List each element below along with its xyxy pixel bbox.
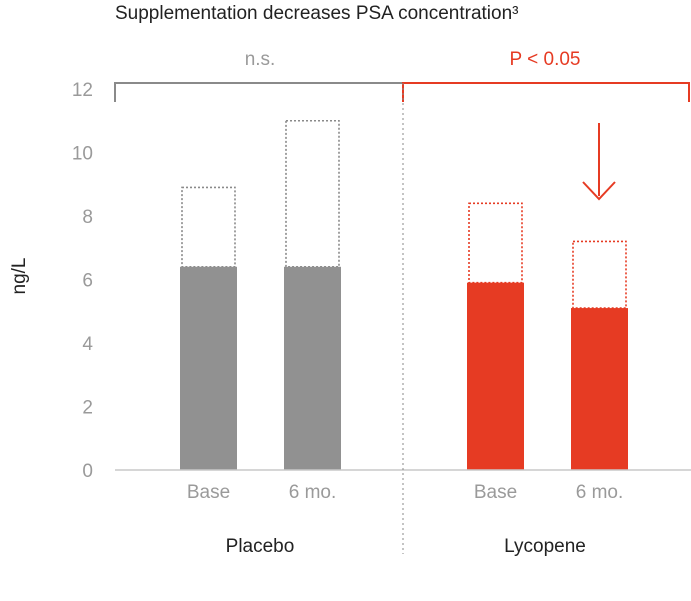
bar	[284, 266, 341, 470]
x-tick-label: 6 mo.	[576, 482, 624, 503]
y-tick-label: 8	[82, 207, 93, 228]
y-tick-label: 12	[72, 80, 93, 101]
bar-range-outline	[181, 186, 236, 268]
group-label: Placebo	[226, 536, 295, 557]
chart-title: Supplementation decreases PSA concentrat…	[115, 3, 518, 24]
bar-range-outline	[468, 202, 523, 284]
bar	[180, 266, 237, 470]
y-axis-label: ng/L	[9, 258, 30, 295]
bar	[571, 308, 628, 470]
significance-label: n.s.	[245, 49, 276, 70]
significance-bracket	[114, 82, 404, 102]
y-tick-label: 4	[82, 334, 93, 355]
group-label: Lycopene	[504, 536, 586, 557]
bar-range-outline	[285, 119, 340, 268]
significance-brackets: n.s. P < 0.05	[114, 49, 690, 102]
category-labels: Placebo Base 6 mo. Lycopene Base 6 mo.	[187, 482, 623, 557]
y-axis-ticks: 0 2 4 6 8 10 12	[72, 80, 94, 482]
x-tick-label: Base	[187, 482, 230, 503]
significance-label: P < 0.05	[510, 49, 581, 70]
bar	[467, 282, 524, 470]
y-tick-label: 2	[82, 398, 93, 419]
bar-range-outline	[572, 240, 627, 309]
y-tick-label: 0	[82, 461, 93, 482]
significance-bracket	[402, 82, 690, 102]
x-tick-label: Base	[474, 482, 517, 503]
y-tick-label: 6	[82, 271, 93, 292]
x-tick-label: 6 mo.	[289, 482, 337, 503]
y-tick-label: 10	[72, 144, 93, 165]
decrease-arrow-icon	[582, 123, 616, 201]
bar-series	[180, 119, 628, 470]
